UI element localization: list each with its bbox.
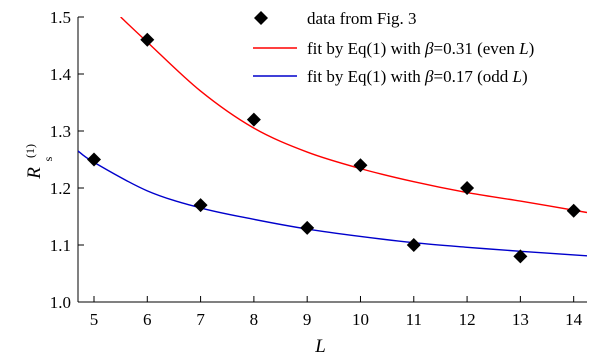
y-axis-title: R (1) s: [23, 144, 55, 180]
data-point: [300, 220, 315, 235]
x-tick-label: 9: [303, 310, 312, 329]
x-tick-label: 13: [512, 310, 529, 329]
data-point: [513, 249, 528, 264]
y-axis-title-subscript: s: [41, 156, 55, 161]
x-tick-label: 12: [459, 310, 476, 329]
data-point: [566, 203, 581, 218]
legend-marker: [254, 11, 268, 25]
x-tick-label: 6: [143, 310, 152, 329]
data-point: [193, 198, 208, 213]
legend-label: fit by Eq(1) with β=0.17 (odd L): [307, 67, 528, 86]
y-tick-label: 1.0: [50, 293, 71, 312]
x-tick-label: 11: [406, 310, 422, 329]
y-axis-title-superscript: (1): [23, 144, 37, 158]
y-tick-label: 1.1: [50, 236, 71, 255]
data-point: [460, 181, 475, 195]
axes: 5 6 7 8 9 10 11 12 13 14 1.0 1.1 1.2 1.3 1.4 1.5: [50, 8, 587, 329]
x-tick-label: 7: [196, 310, 205, 329]
y-tick-label: 1.3: [50, 122, 71, 141]
y-tick-label: 1.2: [50, 179, 71, 198]
x-tick-label: 8: [250, 310, 259, 329]
legend-label: data from Fig. 3: [307, 9, 417, 28]
data-point: [246, 112, 261, 127]
data-point: [406, 238, 421, 252]
x-tick-label: 14: [565, 310, 583, 329]
x-tick-label: 5: [90, 310, 99, 329]
axis-labels: L R (1) s: [23, 144, 326, 357]
legend: data from Fig. 3 fit by Eq(1) with β=0.31…: [253, 9, 534, 86]
fit-curve-2: [78, 150, 587, 257]
legend-label: fit by Eq(1) with β=0.31 (even L): [307, 39, 534, 58]
y-tick-label: 1.5: [50, 8, 71, 27]
data-point: [86, 152, 101, 167]
data-point: [140, 32, 155, 47]
y-axis-title-main: R: [24, 167, 45, 180]
fit-curve-1: [120, 17, 587, 214]
x-tick-label: 10: [352, 310, 369, 329]
series-layer: [78, 17, 587, 264]
data-point: [353, 158, 368, 173]
y-tick-label: 1.4: [50, 65, 72, 84]
x-axis-title: L: [314, 336, 326, 357]
